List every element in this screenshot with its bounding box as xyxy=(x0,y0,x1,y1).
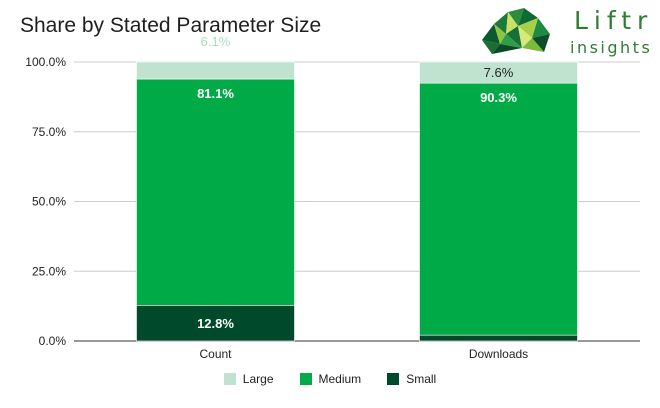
x-tick-label: Downloads xyxy=(469,347,528,361)
data-label: 7.6% xyxy=(484,65,514,80)
data-label: 90.3% xyxy=(480,90,517,105)
liftr-logo: Liftr insights xyxy=(478,4,656,60)
x-tick-label: Count xyxy=(199,347,232,361)
bar-segment-small xyxy=(419,334,578,342)
legend-label: Small xyxy=(406,372,437,386)
bar-segment-small xyxy=(136,304,295,342)
data-label: 6.1% xyxy=(201,34,231,49)
bar-segment-large xyxy=(136,61,295,80)
logo-wordmark: Liftr xyxy=(574,6,654,35)
legend-item-small: Small xyxy=(387,372,436,386)
data-label: 81.1% xyxy=(197,86,234,101)
logo-subtitle: insights xyxy=(570,38,653,57)
bar-segment-medium xyxy=(419,82,578,336)
y-tick-label: 100.0% xyxy=(25,55,66,69)
data-label: 12.8% xyxy=(197,316,234,331)
y-tick-label: 50.0% xyxy=(32,195,66,209)
legend-item-medium: Medium xyxy=(299,372,362,386)
logo-mark-icon xyxy=(482,8,550,54)
y-tick-label: 0.0% xyxy=(39,334,67,348)
bar-segment-large xyxy=(419,61,578,84)
legend-swatch xyxy=(299,373,312,385)
y-tick-label: 75.0% xyxy=(32,125,66,139)
bar-segment-medium xyxy=(136,78,295,306)
legend-label: Medium xyxy=(318,372,362,386)
y-tick-label: 25.0% xyxy=(32,264,66,278)
legend: Large Medium Small xyxy=(0,372,660,386)
legend-swatch xyxy=(387,373,400,385)
legend-item-large: Large xyxy=(223,372,274,386)
legend-label: Large xyxy=(242,372,274,386)
legend-swatch xyxy=(223,373,236,385)
chart-title: Share by Stated Parameter Size xyxy=(20,14,322,37)
